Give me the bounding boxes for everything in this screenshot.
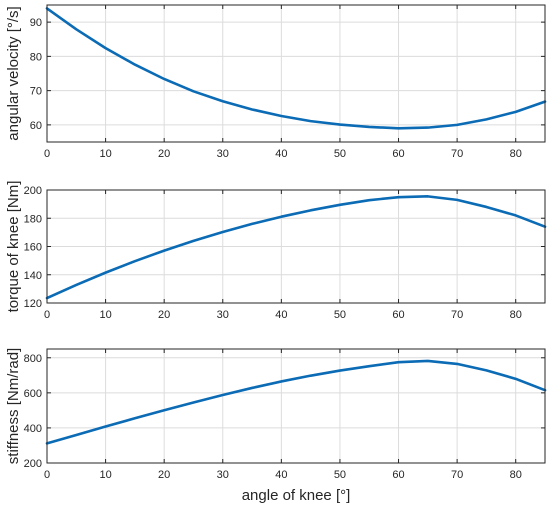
angular-velocity-x-tick-label: 60	[392, 148, 404, 160]
angular-velocity-y-tick-label: 90	[30, 17, 42, 29]
torque-x-tick-label: 60	[392, 309, 404, 321]
torque-x-tick-label: 50	[334, 309, 346, 321]
angular-velocity-x-tick-label: 80	[510, 148, 522, 160]
torque-x-tick-label: 20	[158, 309, 170, 321]
torque-y-tick-label: 200	[24, 185, 42, 197]
stiffness-x-tick-label: 20	[158, 469, 170, 481]
angular-velocity-x-tick-label: 0	[44, 148, 50, 160]
torque-x-tick-label: 70	[451, 309, 463, 321]
torque-x-tick-label: 0	[44, 309, 50, 321]
angular-velocity-y-tick-label: 80	[30, 51, 42, 63]
stiffness-y-tick-label: 400	[24, 423, 42, 435]
stiffness-y-axis-label: stiffness [Nm/rad]	[5, 348, 22, 464]
stiffness-plot-area	[47, 349, 545, 463]
stiffness-x-tick-label: 80	[510, 469, 522, 481]
angular-velocity-x-tick-label: 10	[99, 148, 111, 160]
stiffness-series-line	[45, 359, 547, 445]
stiffness-x-tick-label: 60	[392, 469, 404, 481]
torque-y-tick-label: 160	[24, 242, 42, 254]
torque-x-tick-label: 10	[99, 309, 111, 321]
angular-velocity-y-tick-label: 70	[30, 86, 42, 98]
stiffness-x-tick-label: 30	[217, 469, 229, 481]
stiffness-y-tick-label: 600	[24, 388, 42, 400]
angular-velocity-x-tick-label: 20	[158, 148, 170, 160]
angular-velocity-axes-frame	[46, 4, 546, 143]
x-axis-label: angle of knee [°]	[242, 487, 351, 504]
stiffness-x-tick-label: 50	[334, 469, 346, 481]
angular-velocity-plot: 0 10 20 30 40 50 60 70 80 60 70 80 90 angular velocit…	[5, 4, 547, 160]
torque-x-tick-label: 30	[217, 309, 229, 321]
torque-series-line	[45, 195, 547, 300]
torque-y-tick-label: 120	[24, 298, 42, 310]
stiffness-x-tick-label: 70	[451, 469, 463, 481]
torque-x-tick-label: 80	[510, 309, 522, 321]
angular-velocity-x-tick-label: 50	[334, 148, 346, 160]
angular-velocity-y-tick-label: 60	[30, 120, 42, 132]
angular-velocity-series-line	[45, 7, 547, 130]
stiffness-x-tick-label: 10	[99, 469, 111, 481]
torque-x-tick-label: 40	[275, 309, 287, 321]
angular-velocity-x-tick-label: 70	[451, 148, 463, 160]
stiffness-x-tick-label: 40	[275, 469, 287, 481]
stiffness-y-tick-label: 800	[24, 353, 42, 365]
angular-velocity-y-axis-label: angular velocity [°/s]	[5, 6, 22, 140]
torque-y-axis-label: torque of knee [Nm]	[5, 181, 22, 313]
stiffness-y-tick-label: 200	[24, 458, 42, 470]
torque-y-tick-label: 140	[24, 270, 42, 282]
angular-velocity-x-tick-label: 40	[275, 148, 287, 160]
stiffness-axes-frame	[46, 348, 546, 464]
angular-velocity-x-tick-label: 30	[217, 148, 229, 160]
stiffness-x-tick-label: 0	[44, 469, 50, 481]
torque-y-tick-label: 180	[24, 213, 42, 225]
